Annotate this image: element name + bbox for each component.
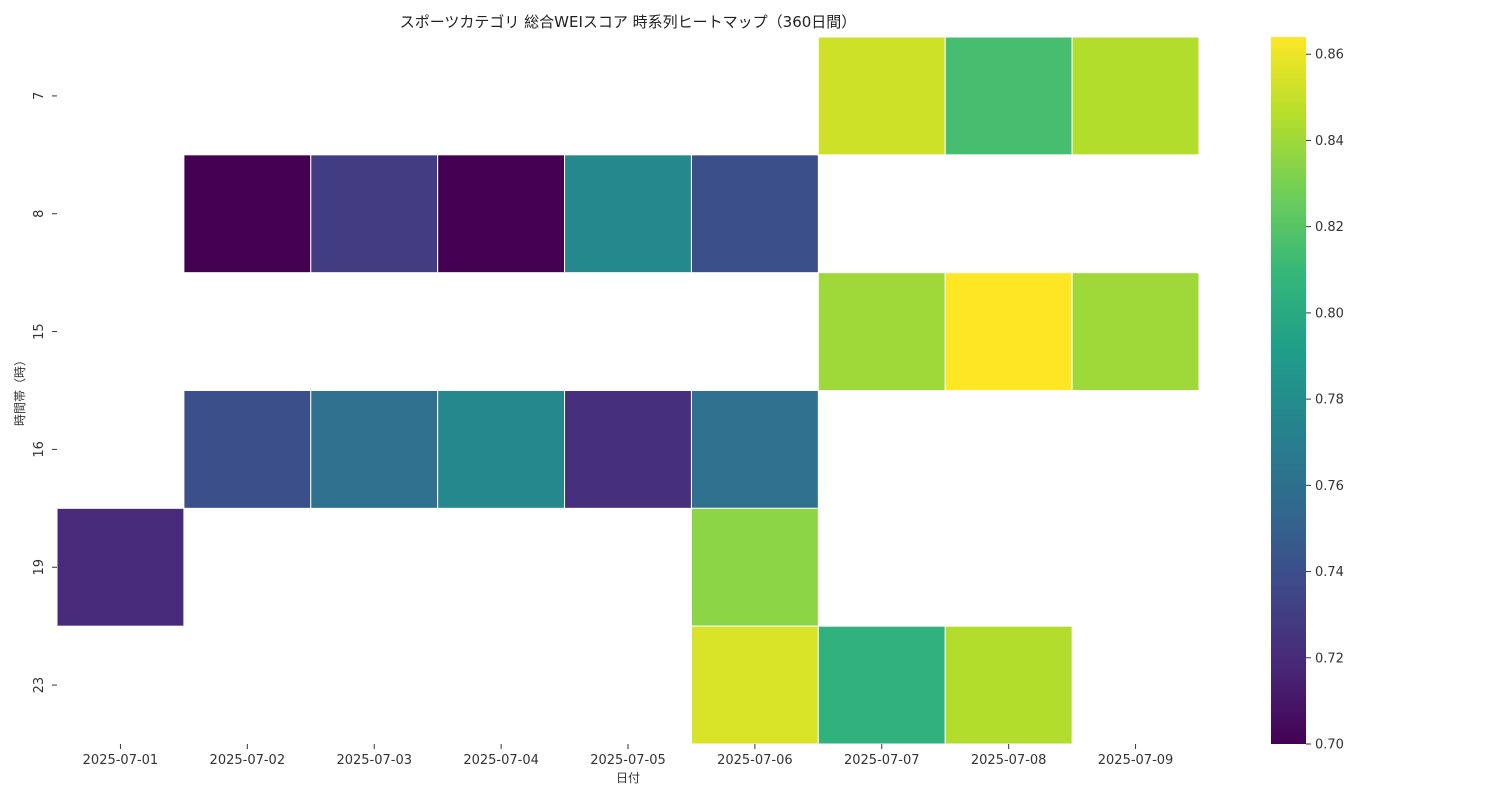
y-axis-label: 時間帯（時）	[13, 354, 27, 426]
x-tick-label: 2025-07-07	[844, 753, 920, 768]
heatmap-cell	[817, 272, 946, 391]
heatmap-cell	[690, 154, 819, 274]
x-tick-label: 2025-07-04	[463, 753, 539, 768]
colorbar-tick-label: 0.74	[1315, 565, 1344, 580]
colorbar	[1271, 37, 1306, 744]
heatmap-cell	[437, 154, 566, 274]
chart-title: スポーツカテゴリ 総合WEIスコア 時系列ヒートマップ（360日間）	[400, 13, 857, 31]
heatmap-cell	[310, 154, 439, 274]
colorbar-tick-label: 0.72	[1315, 651, 1344, 666]
heatmap-cell	[564, 154, 692, 274]
x-tick-label: 2025-07-03	[336, 753, 412, 768]
x-axis: 2025-07-01 2025-07-02 2025-07-03 2025-07-04…	[83, 744, 1174, 768]
x-tick-label: 2025-07-09	[1098, 753, 1174, 768]
y-axis: 7 8 15 16 19 23	[32, 92, 57, 694]
heatmap-cell	[564, 390, 692, 509]
colorbar-tick-label: 0.86	[1315, 48, 1344, 63]
y-tick-label: 23	[32, 677, 47, 694]
colorbar-tick-label: 0.78	[1315, 393, 1344, 408]
x-tick-label: 2025-07-05	[590, 753, 666, 768]
heatmap-cell	[56, 507, 185, 627]
y-tick-label: 15	[32, 323, 47, 340]
y-tick-label: 7	[32, 92, 47, 100]
colorbar-tick-label: 0.76	[1315, 479, 1344, 494]
heatmap-cell	[944, 36, 1073, 156]
heatmap-cell	[690, 390, 819, 509]
x-tick-label: 2025-07-01	[83, 753, 159, 768]
colorbar-tick-label: 0.82	[1315, 220, 1344, 235]
heatmap-cell	[817, 36, 946, 156]
heatmap-cell	[437, 390, 566, 509]
heatmap-cell	[1071, 36, 1200, 156]
heatmap-cell	[183, 154, 312, 274]
heatmap-cell	[1071, 272, 1200, 391]
heatmap-cell	[183, 390, 312, 509]
x-tick-label: 2025-07-08	[971, 753, 1047, 768]
y-tick-label: 19	[32, 559, 47, 576]
colorbar-ticks: 0.70 0.72 0.74 0.76 0.78 0.80 0.82 0.84 0.86	[1306, 48, 1344, 753]
heatmap-cell	[944, 272, 1073, 391]
x-axis-label: 日付	[616, 771, 640, 785]
heatmap-cell	[944, 625, 1073, 745]
colorbar-tick-label: 0.84	[1315, 134, 1344, 149]
colorbar-tick-label: 0.70	[1315, 738, 1344, 753]
heatmap-cell	[690, 625, 819, 745]
heatmap-cell	[690, 507, 819, 627]
heatmap-cell	[310, 390, 439, 509]
y-tick-label: 8	[32, 210, 47, 218]
colorbar-tick-label: 0.80	[1315, 306, 1344, 321]
y-tick-label: 16	[32, 441, 47, 458]
x-tick-label: 2025-07-06	[717, 753, 793, 768]
x-tick-label: 2025-07-02	[210, 753, 286, 768]
heatmap-cells	[56, 36, 1200, 745]
heatmap-cell	[817, 625, 946, 745]
